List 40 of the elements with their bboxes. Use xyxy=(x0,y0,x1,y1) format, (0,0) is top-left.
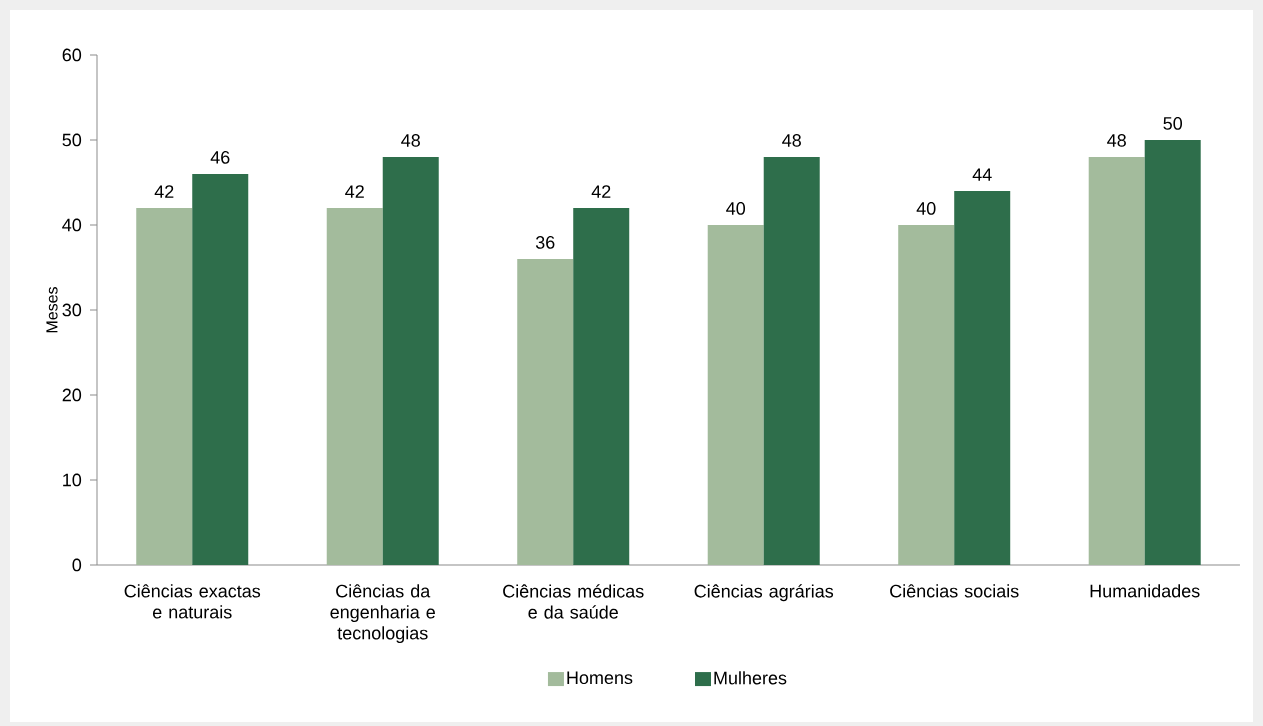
data-label: 48 xyxy=(1107,134,1126,147)
bar xyxy=(954,191,1011,565)
bar xyxy=(136,208,193,565)
y-axis-title: Meses xyxy=(46,287,58,333)
bar xyxy=(707,225,764,565)
x-tick-label: Humanidades xyxy=(1090,584,1200,598)
y-tick-label: 60 xyxy=(62,48,82,62)
y-tick-label: 30 xyxy=(62,303,82,317)
bar xyxy=(517,259,574,565)
data-label: 48 xyxy=(782,134,801,147)
x-tick-label: Ciências médicas e da saúde xyxy=(503,584,644,619)
y-tick-label: 20 xyxy=(62,388,82,402)
bar xyxy=(573,208,630,565)
x-tick-label: Ciências sociais xyxy=(890,584,1019,598)
x-tick-label: Ciências agrárias xyxy=(694,584,834,602)
data-label: 42 xyxy=(345,185,364,198)
x-tick-label: Ciências exactas e naturais xyxy=(124,584,261,619)
bar xyxy=(898,225,955,565)
legend-label: Homens xyxy=(567,671,633,685)
x-tick-label: Ciências da engenharia e tecnologias xyxy=(330,584,435,644)
data-label: 46 xyxy=(210,151,230,164)
data-label: 42 xyxy=(154,185,174,198)
data-label: 40 xyxy=(726,202,746,215)
bar xyxy=(382,157,439,565)
data-label: 40 xyxy=(916,202,936,215)
data-label: 50 xyxy=(1163,117,1183,130)
y-tick-label: 50 xyxy=(62,133,82,147)
bar xyxy=(192,174,249,565)
bar xyxy=(326,208,383,565)
data-label: 36 xyxy=(535,236,555,249)
data-label: 42 xyxy=(591,185,611,198)
data-label: 48 xyxy=(401,134,420,147)
bar xyxy=(1144,140,1201,565)
y-tick-label: 40 xyxy=(62,218,82,232)
data-label: 44 xyxy=(972,168,992,181)
legend-label: Mulheres xyxy=(714,671,787,685)
y-tick-label: 0 xyxy=(72,558,82,572)
bar xyxy=(763,157,820,565)
bar xyxy=(1088,157,1145,565)
y-tick-label: 10 xyxy=(63,473,82,487)
